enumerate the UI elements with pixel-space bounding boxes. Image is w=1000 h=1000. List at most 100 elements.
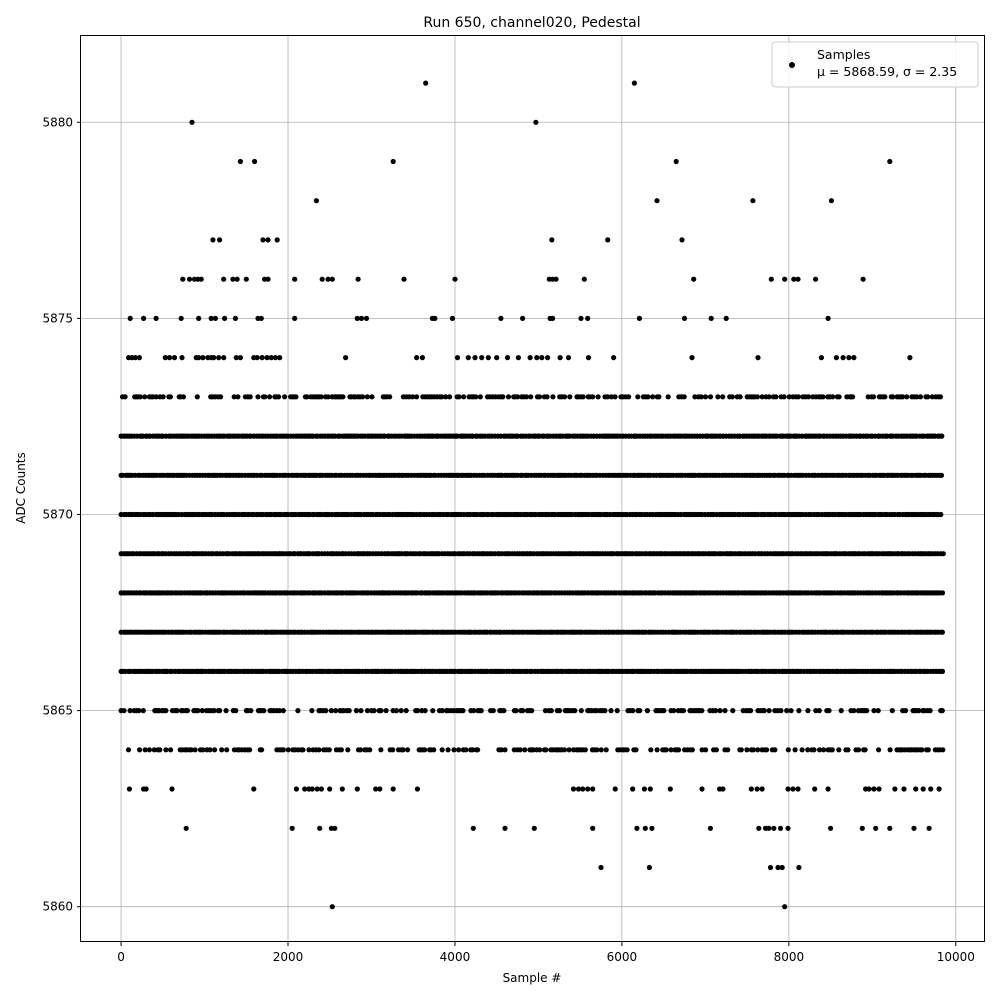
scatter-point <box>790 786 796 792</box>
scatter-point <box>691 276 697 282</box>
scatter-point <box>937 394 944 400</box>
scatter-point <box>602 708 608 714</box>
scatter-point <box>549 237 555 243</box>
scatter-point <box>502 747 508 753</box>
scatter-point <box>211 708 217 714</box>
scatter-point <box>913 786 919 792</box>
scatter-point <box>654 198 660 204</box>
scatter-point <box>772 747 778 753</box>
scatter-point <box>371 708 377 714</box>
scatter-point <box>338 747 344 753</box>
scatter-point <box>357 747 364 753</box>
scatter-point <box>713 708 719 714</box>
scatter-point <box>358 315 365 321</box>
scatter-point <box>231 394 237 400</box>
scatter-point <box>122 394 128 400</box>
scatter-point <box>750 198 756 204</box>
scatter-point <box>166 355 173 361</box>
scatter-point <box>517 747 523 753</box>
scatter-point <box>500 394 506 400</box>
scatter-point <box>333 708 339 714</box>
scatter-point <box>766 825 772 831</box>
scatter-point <box>917 394 924 400</box>
scatter-point <box>642 825 648 831</box>
scatter-point <box>401 276 407 282</box>
scatter-point <box>792 747 798 753</box>
scatter-point <box>699 708 705 714</box>
scatter-point <box>451 747 457 753</box>
scatter-point <box>590 394 596 400</box>
scatter-point <box>153 315 159 321</box>
scatter-point <box>340 394 346 400</box>
scatter-point <box>671 708 677 714</box>
scatter-point <box>738 747 744 753</box>
scatter-point <box>280 747 286 753</box>
scatter-point <box>452 276 458 282</box>
scatter-point <box>339 786 345 792</box>
scatter-point <box>419 355 425 361</box>
scatter-point <box>925 747 931 753</box>
scatter-point <box>180 394 186 400</box>
scatter-point <box>866 786 872 792</box>
scatter-point <box>707 394 714 400</box>
scatter-point <box>360 394 366 400</box>
scatter-point <box>581 276 587 282</box>
scatter-point <box>585 355 592 361</box>
scatter-point <box>633 747 639 753</box>
scatter-point <box>479 355 485 361</box>
scatter-point <box>180 276 186 282</box>
scatter-point <box>871 786 877 792</box>
scatter-point <box>856 747 862 753</box>
scatter-point <box>212 747 218 753</box>
scatter-point <box>432 315 438 321</box>
scatter-point <box>795 394 801 400</box>
scatter-point <box>534 355 540 361</box>
scatter-point <box>254 355 260 361</box>
scatter-point <box>830 394 836 400</box>
scatter-point <box>572 708 578 714</box>
scatter-point <box>461 394 467 400</box>
scatter-point <box>160 394 166 400</box>
scatter-point <box>169 786 175 792</box>
scatter-point <box>328 708 334 714</box>
scatter-point <box>570 786 577 792</box>
scatter-point <box>545 355 551 361</box>
scatter-point <box>259 355 265 361</box>
scatter-point <box>612 394 618 400</box>
scatter-point <box>796 708 802 714</box>
scatter-point <box>681 315 688 321</box>
scatter-point <box>292 276 298 282</box>
scatter-point <box>892 786 898 792</box>
scatter-point <box>237 355 243 361</box>
scatter-point <box>598 864 604 871</box>
x-tick-label: 0 <box>117 950 125 964</box>
scatter-point <box>900 394 906 400</box>
scatter-point <box>353 708 359 714</box>
x-tick-label: 10000 <box>937 950 975 964</box>
scatter-point <box>703 747 709 753</box>
scatter-point <box>125 747 132 753</box>
scatter-point <box>873 825 879 831</box>
scatter-point <box>539 355 545 361</box>
scatter-point <box>515 394 521 400</box>
scatter-point <box>127 708 133 714</box>
scatter-point <box>813 276 819 282</box>
scatter-point <box>268 355 274 361</box>
scatter-point <box>262 394 268 400</box>
scatter-point <box>200 355 206 361</box>
scatter-point <box>744 747 750 753</box>
scatter-point <box>522 747 528 753</box>
scatter-point <box>280 708 286 714</box>
scatter-point <box>221 355 227 361</box>
scatter-point <box>754 394 761 400</box>
scatter-point <box>777 825 784 831</box>
scatter-point <box>196 315 202 321</box>
scatter-point <box>494 355 500 361</box>
scatter-point <box>590 786 596 792</box>
scatter-point <box>234 276 240 282</box>
scatter-point <box>940 551 946 557</box>
scatter-point <box>645 394 651 400</box>
scatter-point <box>553 276 559 282</box>
scatter-point <box>821 747 827 753</box>
scatter-point <box>845 747 851 753</box>
